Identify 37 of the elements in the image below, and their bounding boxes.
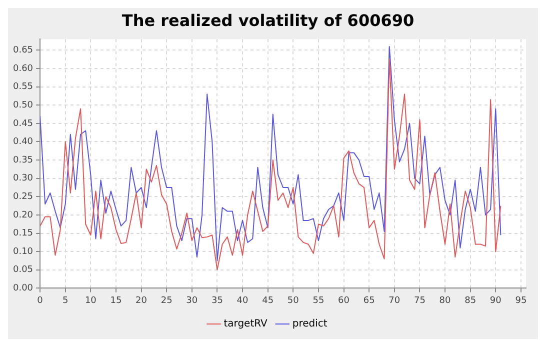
x-tick-label: 60 [338,296,350,306]
y-tick-label: 0.25 [12,192,34,202]
y-tick-label: 0.60 [12,64,34,74]
x-tick-label: 25 [160,296,172,306]
legend-label: targetRV [224,318,268,330]
x-tick-label: 30 [186,296,198,306]
x-tick-label: 50 [287,296,300,306]
y-tick-label: 0.50 [12,100,34,110]
x-tick-label: 70 [388,296,400,306]
x-tick-label: 40 [236,296,249,306]
y-tick-label: 0.20 [12,210,34,220]
y-tick-label: 0.45 [12,118,34,129]
x-tick-label: 0 [37,296,44,306]
y-tick-label: 0.05 [12,265,34,276]
x-tick-label: 80 [439,296,452,306]
x-tick-label: 10 [84,296,97,306]
y-tick-label: 0.35 [12,155,34,166]
x-tick-label: 20 [136,296,148,306]
legend-label: predict [292,318,328,330]
x-tick-label: 35 [211,296,223,306]
x-tick-label: 95 [515,296,527,306]
x-tick-label: 5 [62,296,68,306]
x-tick-label: 75 [414,296,426,306]
x-tick-label: 85 [464,296,476,306]
y-tick-label: 0.40 [12,137,34,148]
y-tick-label: 0.10 [12,246,34,257]
x-tick-label: 45 [262,296,274,306]
chart-title: The realized volatility of 600690 [122,10,414,30]
y-tick-label: 0.65 [12,46,34,56]
y-tick-label: 0.00 [12,284,34,294]
y-tick-label: 0.30 [12,174,34,184]
x-tick-label: 90 [490,296,502,306]
x-tick-label: 55 [312,296,324,306]
x-tick-label: 15 [110,296,122,306]
y-tick-label: 0.15 [12,228,34,239]
y-tick-label: 0.55 [12,82,34,92]
x-tick-label: 65 [363,296,375,306]
